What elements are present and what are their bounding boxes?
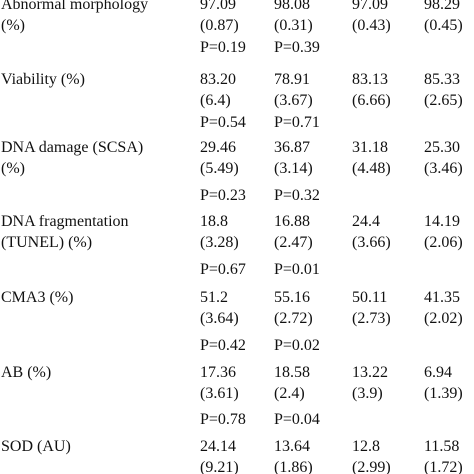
sd-value: (3.14)	[274, 160, 313, 177]
sd-value: (2.65)	[424, 92, 463, 109]
p-value: P=0.42	[200, 337, 246, 354]
p-value: P=0.23	[200, 187, 246, 204]
p-value: P=0.71	[274, 114, 320, 131]
p-value: P=0.02	[274, 337, 320, 354]
sd-value: (5.49)	[200, 160, 239, 177]
mean-value: 97.09	[200, 0, 236, 13]
sd-value: (3.46)	[424, 160, 463, 177]
mean-value: 24.4	[352, 213, 380, 230]
p-value: P=0.32	[274, 187, 320, 204]
p-value: P=0.39	[274, 39, 320, 56]
row-label: Viability (%)	[1, 71, 85, 88]
sd-value: (3.9)	[352, 385, 383, 402]
p-value: P=0.67	[200, 261, 246, 278]
row-label: SOD (AU)	[1, 438, 71, 455]
row-label: Abnormal morphology	[1, 0, 149, 13]
mean-value: 78.91	[274, 71, 310, 88]
mean-value: 55.16	[274, 289, 310, 306]
sd-value: (2.99)	[352, 459, 391, 474]
mean-value: 50.11	[352, 289, 388, 306]
mean-value: 18.58	[274, 364, 310, 381]
sd-value: (0.31)	[274, 17, 313, 34]
sd-value: (6.66)	[352, 92, 391, 109]
mean-value: 36.87	[274, 139, 310, 156]
mean-value: 24.14	[200, 438, 236, 455]
sd-value: (1.39)	[424, 385, 463, 402]
row-label: (%)	[1, 160, 25, 177]
mean-value: 51.2	[200, 289, 228, 306]
mean-value: 11.58	[424, 438, 460, 455]
row-label: (TUNEL) (%)	[1, 234, 93, 251]
sd-value: (2.73)	[352, 310, 391, 327]
mean-value: 18.8	[200, 213, 228, 230]
mean-value: 25.30	[424, 139, 460, 156]
row-label: AB (%)	[1, 364, 52, 381]
sd-value: (6.4)	[200, 92, 231, 109]
p-value: P=0.54	[200, 114, 246, 131]
mean-value: 41.35	[424, 289, 460, 306]
sd-value: (9.21)	[200, 459, 239, 474]
sd-value: (4.48)	[352, 160, 391, 177]
mean-value: 17.36	[200, 364, 236, 381]
sd-value: (3.67)	[274, 92, 313, 109]
sd-value: (3.66)	[352, 234, 391, 251]
mean-value: 83.20	[200, 71, 236, 88]
mean-value: 98.29	[424, 0, 460, 13]
p-value: P=0.01	[274, 261, 320, 278]
sd-value: (2.02)	[424, 310, 463, 327]
sd-value: (2.06)	[424, 234, 463, 251]
sd-value: (2.47)	[274, 234, 313, 251]
p-value: P=0.78	[200, 411, 246, 428]
sd-value: (0.87)	[200, 17, 239, 34]
mean-value: 12.8	[352, 438, 380, 455]
mean-value: 6.94	[424, 364, 452, 381]
mean-value: 13.64	[274, 438, 310, 455]
mean-value: 14.19	[424, 213, 460, 230]
row-label: CMA3 (%)	[1, 289, 74, 306]
mean-value: 97.09	[352, 0, 388, 13]
sd-value: (2.4)	[274, 385, 305, 402]
sd-value: (1.72)	[424, 459, 463, 474]
sd-value: (3.64)	[200, 310, 239, 327]
sd-value: (3.28)	[200, 234, 239, 251]
sd-value: (1.86)	[274, 459, 313, 474]
p-value: P=0.04	[274, 411, 320, 428]
sd-value: (3.61)	[200, 385, 239, 402]
mean-value: 13.22	[352, 364, 388, 381]
mean-value: 98.08	[274, 0, 310, 13]
mean-value: 85.33	[424, 71, 460, 88]
mean-value: 31.18	[352, 139, 388, 156]
p-value: P=0.19	[200, 39, 246, 56]
sd-value: (0.45)	[424, 17, 463, 34]
row-label: (%)	[1, 17, 25, 34]
mean-value: 29.46	[200, 139, 236, 156]
row-label: DNA damage (SCSA)	[1, 139, 144, 156]
row-label: DNA fragmentation	[1, 213, 129, 230]
sd-value: (2.72)	[274, 310, 313, 327]
mean-value: 16.88	[274, 213, 310, 230]
mean-value: 83.13	[352, 71, 388, 88]
sd-value: (0.43)	[352, 17, 391, 34]
